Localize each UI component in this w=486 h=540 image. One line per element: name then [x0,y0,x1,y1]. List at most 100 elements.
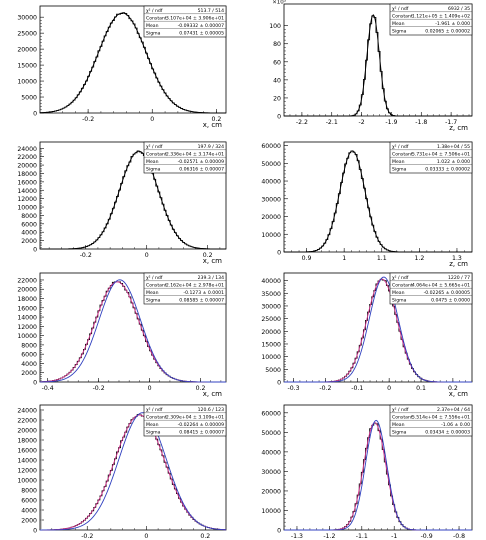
x-axis-label: x, cm [449,390,468,398]
y-tick-label: 15000 [261,341,281,348]
y-tick-label: 25000 [17,31,37,38]
y-tick-label: 12000 [17,468,37,475]
fit-stats-frame [143,5,227,38]
x-tick-label: -0.1 [351,385,363,392]
y-tick-label: 24000 [17,408,37,415]
y-tick-label: 8000 [21,488,37,495]
y-tick-label: 10000 [261,354,281,361]
x-tick-label: -1.8 [415,119,427,126]
y-tick-label: 14000 [17,188,37,195]
y-tick-label: 60000 [261,410,281,417]
x-tick-label: 0 [144,533,148,540]
fit-stats-label: Sigma [392,429,407,435]
y-tick-label: 30000 [17,15,37,22]
y-tick-label: 0 [277,528,281,535]
fit-stats-value: -0.1273 ± 0.0001 [183,290,224,296]
histogram-panel: 0 20 40 60 80 100 ×10³ -2.2 -2.1 -2 -1.9 -1.8 -1.7z,… [269,0,473,132]
fit-stats-label: Constant [146,152,167,158]
y-tick-label: 0 [33,247,37,254]
x-tick-label: 0 [150,116,154,123]
y-tick-label: 6000 [21,352,37,359]
y-tick-label: 40000 [261,278,281,285]
fit-stats-frame [143,404,227,437]
fit-stats-value: 0.02065 ± 0.00002 [425,28,470,34]
gaussian-fit-curve [284,276,472,383]
fit-stats-label: Constant [392,152,413,158]
fit-stats-box: χ² / ndf 1220 / 77 Constant 4.064e+04 ± 5.6… [389,272,473,305]
x-tick-label: 0 [387,385,391,392]
y-tick-label: 2000 [21,370,37,377]
y-tick-label: 80 [273,41,281,48]
fit-stats-frame [389,272,473,305]
y-tick-label: 35000 [261,291,281,298]
y-tick-label: 50000 [261,161,281,168]
y-tick-label: 4000 [21,230,37,237]
fit-stats-label: Mean [392,159,405,165]
x-tick-label: 0.2 [203,252,213,259]
fit-stats-label: Constant [392,283,413,289]
x-tick-label: 1 [342,255,346,262]
y-tick-label: 16000 [17,305,37,312]
y-tick-label: 20000 [17,287,37,294]
x-tick-label: 1.2 [414,255,424,262]
fit-stats-label: Constant [146,16,167,22]
x-tick-label: -0.2 [93,385,105,392]
y-tick-label: 30000 [261,303,281,310]
y-tick-label: 60 [273,59,281,66]
fit-stats-frame [143,141,227,174]
y-tick-label: 50000 [261,430,281,437]
fit-stats-frame [389,141,473,174]
fit-stats-value: 4.064e+04 ± 5.665e+01 [412,283,470,289]
fit-stats-value: -0.02265 ± 0.00005 [424,290,470,296]
y-tick-label: 30000 [261,196,281,203]
fit-stats-label: Sigma [392,297,407,303]
x-tick-label: -1.7 [445,119,457,126]
y-tick-label: 40000 [261,449,281,456]
x-tick-label: -1.1 [356,533,368,540]
y-tick-label: 6000 [21,221,37,228]
y-tick-label: 14000 [17,315,37,322]
histogram-panel: 0 2000 4000 6000 8000 10000 12000 14000 16000 180… [17,404,227,540]
fit-stats-value: 1.022 ± 0.000 [437,159,470,165]
gaussian-fit-curve [40,412,227,531]
y-tick-label: 20 [273,95,281,102]
y-tick-label: 2000 [21,518,37,525]
y-tick-label: 0 [277,250,281,257]
fit-stats-label: Mean [392,422,405,428]
y-tick-label: 0 [277,114,281,121]
y-tick-label: 20000 [261,214,281,221]
fit-stats-label: χ² / ndf [392,144,409,150]
fit-stats-value: 197.9 / 324 [198,144,224,150]
y-tick-label: 12000 [17,196,37,203]
y-tick-label: 12000 [17,324,37,331]
fit-stats-value: 0.08585 ± 0.00007 [179,297,224,303]
fit-stats-label: Sigma [146,297,161,303]
y-tick-label: 0 [33,380,37,387]
fit-stats-label: χ² / ndf [146,407,163,413]
fit-stats-value: -0.09332 ± 0.00007 [178,23,224,29]
y-tick-label: 10000 [17,205,37,212]
y-tick-label: 4000 [21,508,37,515]
y-tick-label: 20000 [17,47,37,54]
x-tick-label: 0.9 [302,255,312,262]
fit-stats-label: Sigma [146,429,161,435]
y-tick-label: 20000 [261,329,281,336]
y-tick-label: 20000 [17,428,37,435]
fit-stats-box: χ² / ndf 2.37e+04 / 64 Constant 5.514e+04 ±… [389,404,473,437]
y-tick-label: 22000 [17,418,37,425]
fit-stats-label: Sigma [146,166,161,172]
x-axis-label: x, cm [203,121,222,129]
fit-stats-label: Constant [146,415,167,421]
x-tick-label: -1.9 [385,119,397,126]
fit-stats-frame [389,3,473,36]
x-axis-label: x, cm [203,257,222,265]
gaussian-fit-curve [284,150,472,253]
histogram-panel: 0 5000 10000 15000 20000 25000 30000 -0.2 0 0.2x,… [17,5,227,129]
x-tick-label: -1.3 [291,533,303,540]
y-tick-label: 6000 [21,498,37,505]
y-tick-label: 20000 [261,488,281,495]
x-axis-label: x, cm [203,390,222,398]
y-tick-label: 8000 [21,213,37,220]
x-tick-label: -2 [359,119,365,126]
x-tick-label: -0.8 [453,533,465,540]
